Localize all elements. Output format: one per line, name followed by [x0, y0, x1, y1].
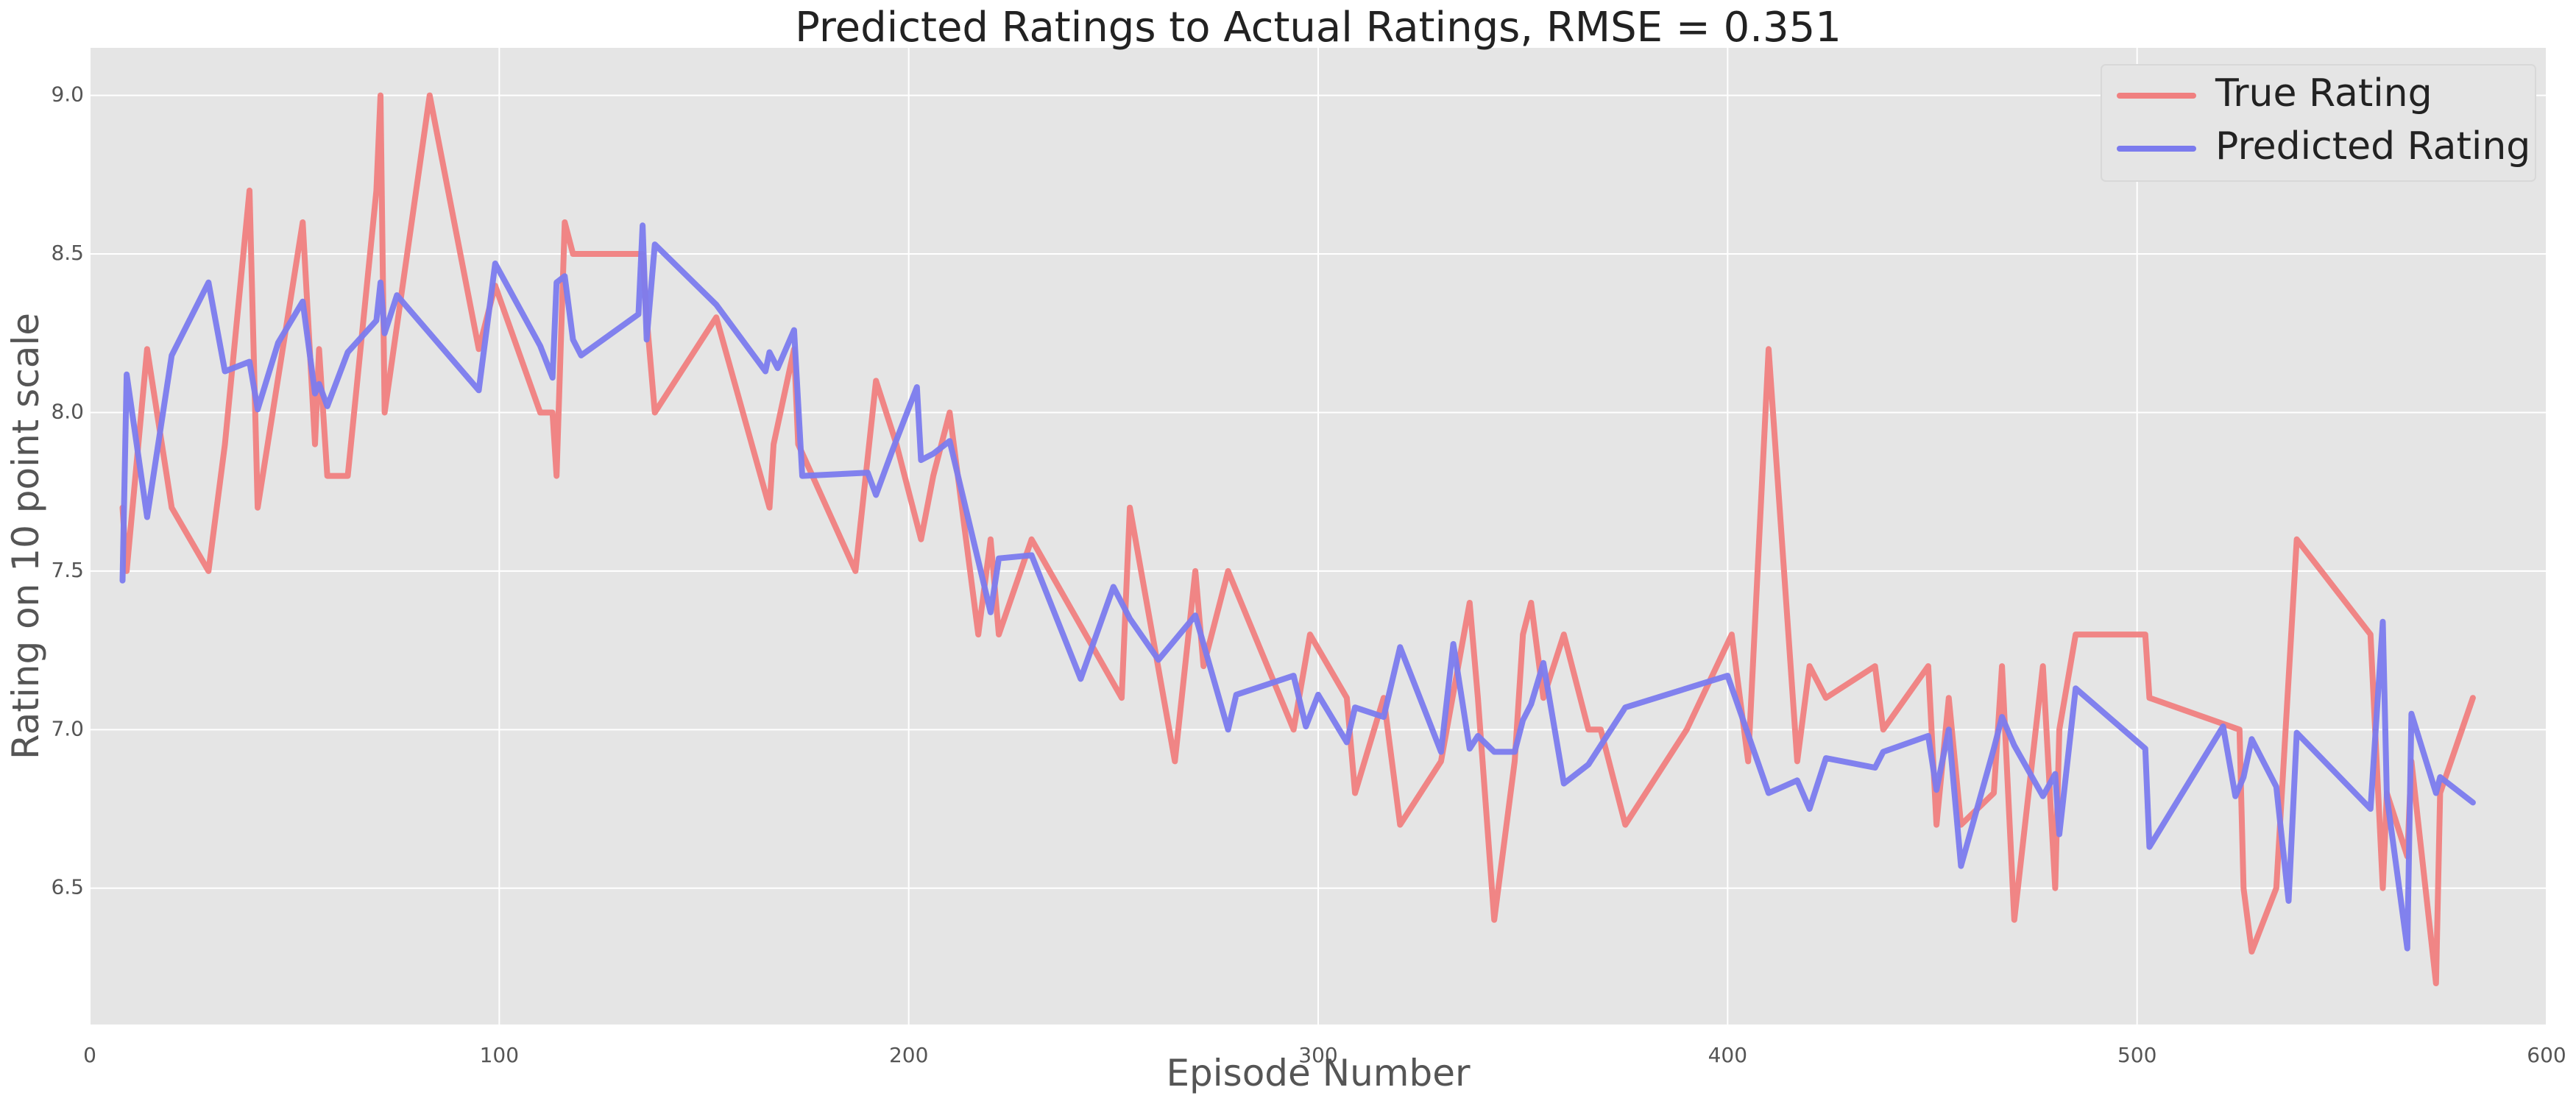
x-tick-label: 300 [1298, 1043, 1337, 1067]
legend: True Rating Predicted Rating [2101, 64, 2536, 182]
y-tick-label: 7.5 [51, 558, 84, 582]
x-tick-label: 500 [2117, 1043, 2156, 1067]
legend-box [2101, 64, 2536, 182]
y-tick-label: 7.0 [51, 716, 84, 740]
axis-ticks: 0 100 200 300 400 500 600 6.5 7.0 7.5 8.0 8.5 9.0 [51, 82, 2566, 1067]
y-tick-label: 6.5 [51, 875, 84, 899]
x-tick-label: 100 [480, 1043, 519, 1067]
y-tick-label: 9.0 [51, 82, 84, 107]
chart-title: Predicted Ratings to Actual Ratings, RMS… [795, 4, 1841, 52]
x-tick-label: 0 [83, 1043, 96, 1067]
series-line-predicted-rating [119, 222, 2476, 952]
x-axis-label: Episode Number [1166, 1052, 1471, 1094]
x-tick-label: 600 [2527, 1043, 2566, 1067]
x-tick-label: 200 [889, 1043, 928, 1067]
gridlines [89, 48, 2547, 1025]
x-tick-label: 400 [1708, 1043, 1747, 1067]
y-tick-label: 8.5 [51, 241, 84, 265]
y-tick-label: 8.0 [51, 399, 84, 423]
legend-label-predicted-rating: Predicted Rating [2215, 124, 2530, 169]
legend-label-true-rating: True Rating [2215, 71, 2432, 116]
y-axis-label: Rating on 10 point scale [4, 313, 47, 760]
series-lines [119, 92, 2476, 986]
